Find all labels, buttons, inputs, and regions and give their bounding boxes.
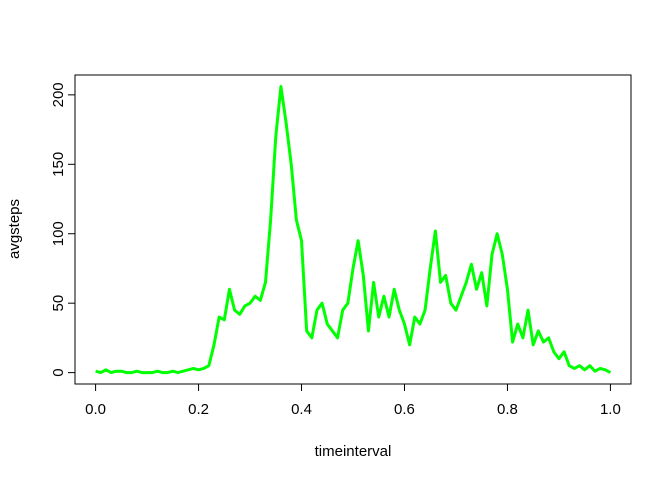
y-tick-label: 0	[50, 368, 67, 376]
x-tick-label: 0.0	[85, 401, 106, 418]
x-tick-label: 0.2	[188, 401, 209, 418]
y-tick-label: 150	[50, 152, 67, 177]
x-axis-label: timeinterval	[315, 443, 392, 460]
y-tick-label: 100	[50, 221, 67, 246]
x-tick-label: 0.4	[291, 401, 312, 418]
x-tick-label: 0.6	[394, 401, 415, 418]
y-tick-label: 50	[50, 295, 67, 312]
x-tick-label: 1.0	[600, 401, 621, 418]
data-line	[95, 85, 612, 375]
x-tick-label: 0.8	[497, 401, 518, 418]
y-axis-label: avgsteps	[6, 199, 23, 259]
y-tick-label: 200	[50, 82, 67, 107]
